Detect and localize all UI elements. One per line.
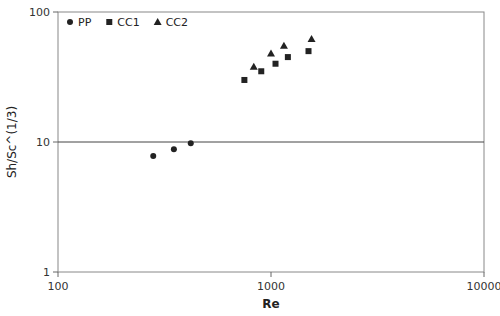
point <box>308 35 316 42</box>
series <box>150 140 194 159</box>
point <box>280 42 288 49</box>
y-tick-label: 10 <box>36 136 50 149</box>
point <box>188 140 194 146</box>
legend-marker <box>67 19 73 25</box>
point <box>241 77 247 83</box>
x-tick <box>271 272 272 277</box>
point <box>150 153 156 159</box>
chart: 100 1000 10000 1 10 100 Re Sh/Sc^(1/3) PP CC1 CC2 <box>0 0 500 316</box>
x-tick-label: 100 <box>48 280 69 293</box>
point <box>285 54 291 60</box>
point <box>171 146 177 152</box>
x-tick <box>58 272 59 277</box>
x-tick-label: 1000 <box>257 280 285 293</box>
point <box>258 68 264 74</box>
plot-area <box>58 35 484 159</box>
point <box>306 48 312 54</box>
point <box>250 63 258 70</box>
y-tick <box>53 272 58 273</box>
reference-line <box>58 142 484 143</box>
legend-label: PP <box>78 16 92 29</box>
y-axis-label: Sh/Sc^(1/3) <box>5 106 19 178</box>
legend-label: CC1 <box>117 16 139 29</box>
legend-label: CC2 <box>166 16 188 29</box>
chart-container: 100 1000 10000 1 10 100 Re Sh/Sc^(1/3) PP CC1 CC2 <box>0 0 500 316</box>
legend-marker <box>154 18 162 25</box>
legend: PP CC1 CC2 <box>67 16 188 29</box>
plot-frame <box>58 12 484 272</box>
y-tick-label: 1 <box>43 266 50 279</box>
point <box>267 49 275 56</box>
series <box>250 35 316 70</box>
series <box>241 48 311 83</box>
y-tick <box>53 142 58 143</box>
point <box>273 61 279 67</box>
legend-marker <box>106 19 112 25</box>
x-tick <box>484 272 485 277</box>
x-axis-label: Re <box>262 297 279 311</box>
y-tick-label: 100 <box>29 6 50 19</box>
y-tick <box>53 12 58 13</box>
x-tick-label: 10000 <box>467 280 500 293</box>
